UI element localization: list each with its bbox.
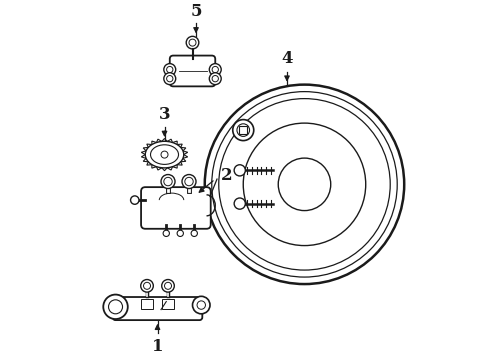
Circle shape: [164, 73, 176, 85]
Bar: [141, 299, 153, 309]
Circle shape: [162, 279, 174, 292]
Circle shape: [165, 282, 172, 289]
Circle shape: [141, 279, 153, 292]
Bar: [162, 299, 174, 309]
Text: 4: 4: [281, 50, 293, 67]
Circle shape: [163, 230, 170, 237]
Circle shape: [278, 158, 331, 211]
Circle shape: [205, 85, 404, 284]
Circle shape: [191, 230, 197, 237]
Text: 2: 2: [220, 167, 232, 184]
Circle shape: [177, 230, 183, 237]
Circle shape: [212, 76, 219, 82]
Circle shape: [130, 196, 139, 204]
Circle shape: [197, 301, 205, 309]
FancyBboxPatch shape: [113, 297, 202, 320]
Circle shape: [108, 300, 122, 314]
Circle shape: [161, 151, 168, 158]
Circle shape: [234, 165, 245, 176]
FancyBboxPatch shape: [170, 55, 215, 86]
Circle shape: [144, 282, 150, 289]
Circle shape: [167, 76, 173, 82]
Text: 1: 1: [152, 338, 163, 355]
Text: 3: 3: [159, 106, 171, 123]
Text: 5: 5: [190, 3, 202, 20]
Circle shape: [237, 124, 249, 136]
Bar: [239, 126, 247, 134]
Circle shape: [234, 198, 245, 209]
Circle shape: [161, 175, 175, 189]
Ellipse shape: [145, 141, 184, 168]
Ellipse shape: [150, 145, 178, 165]
Circle shape: [164, 177, 172, 186]
Circle shape: [243, 123, 366, 246]
FancyBboxPatch shape: [141, 187, 211, 229]
Circle shape: [182, 175, 196, 189]
Circle shape: [209, 73, 221, 85]
Circle shape: [212, 66, 219, 73]
Circle shape: [233, 120, 254, 141]
Circle shape: [209, 64, 221, 76]
Circle shape: [189, 39, 196, 46]
Circle shape: [193, 296, 210, 314]
Circle shape: [103, 294, 128, 319]
Circle shape: [185, 177, 193, 186]
Circle shape: [167, 66, 173, 73]
Circle shape: [186, 36, 199, 49]
Circle shape: [164, 64, 176, 76]
